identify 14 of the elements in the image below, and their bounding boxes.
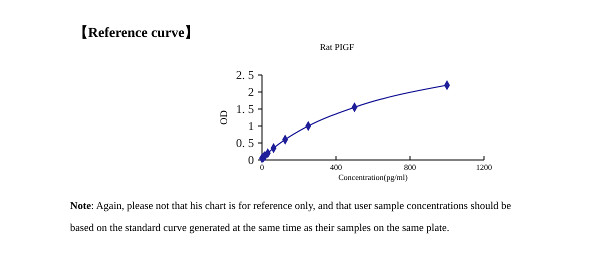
chart-title: Rat PIGF [320,42,354,52]
y-axis-title: OD [219,110,230,125]
x-tick-label: 800 [404,163,416,172]
text: 【Reference curve】 [74,25,199,41]
x-tick-label: 1200 [476,163,492,172]
y-tick-label: 0. 5 [236,136,254,150]
y-tick-label: 2. 5 [236,68,254,82]
text: Note: Again, please not that his chart is for reference only, and that user sample concentrations should be based on the standard curve generated at the same time as their samples on the same plate. [70,201,512,234]
x-axis-title: Concentration(pg/ml) [338,173,408,182]
x-tick-label: 400 [330,163,342,172]
y-tick-label: 1. 5 [236,102,254,116]
y-tick-label: 1 [248,119,254,134]
x-tick-label: 0 [260,163,264,172]
y-tick-label: 2 [248,85,254,100]
